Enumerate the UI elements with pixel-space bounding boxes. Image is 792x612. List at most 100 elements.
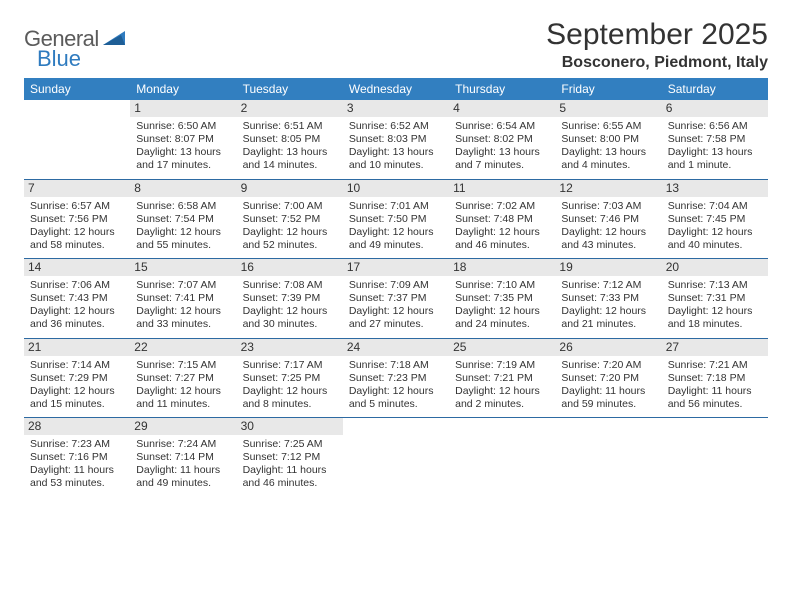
day-number: 4	[449, 100, 555, 117]
sunrise-text: Sunrise: 6:57 AM	[30, 200, 124, 213]
day-cell: 4Sunrise: 6:54 AMSunset: 8:02 PMDaylight…	[449, 100, 555, 179]
sunset-text: Sunset: 7:43 PM	[30, 292, 124, 305]
week-row: 14Sunrise: 7:06 AMSunset: 7:43 PMDayligh…	[24, 259, 768, 339]
day-cell: 28Sunrise: 7:23 AMSunset: 7:16 PMDayligh…	[24, 418, 130, 497]
sunset-text: Sunset: 7:45 PM	[668, 213, 762, 226]
sunrise-text: Sunrise: 6:54 AM	[455, 120, 549, 133]
brand-blue-text: Blue	[37, 46, 81, 71]
daylight-text: Daylight: 12 hours and 46 minutes.	[455, 226, 549, 252]
day-cell: 20Sunrise: 7:13 AMSunset: 7:31 PMDayligh…	[662, 259, 768, 338]
daylight-text: Daylight: 12 hours and 18 minutes.	[668, 305, 762, 331]
sunrise-text: Sunrise: 7:14 AM	[30, 359, 124, 372]
sunrise-text: Sunrise: 7:06 AM	[30, 279, 124, 292]
sunset-text: Sunset: 7:23 PM	[349, 372, 443, 385]
sunrise-text: Sunrise: 7:01 AM	[349, 200, 443, 213]
daylight-text: Daylight: 13 hours and 4 minutes.	[561, 146, 655, 172]
day-number: 12	[555, 180, 661, 197]
week-row: 21Sunrise: 7:14 AMSunset: 7:29 PMDayligh…	[24, 339, 768, 419]
weekday-wednesday: Wednesday	[343, 82, 449, 96]
sunrise-text: Sunrise: 6:56 AM	[668, 120, 762, 133]
day-cell: 27Sunrise: 7:21 AMSunset: 7:18 PMDayligh…	[662, 339, 768, 418]
brand-triangle-icon	[103, 29, 125, 50]
day-cell: 11Sunrise: 7:02 AMSunset: 7:48 PMDayligh…	[449, 180, 555, 259]
location-label: Bosconero, Piedmont, Italy	[546, 54, 768, 72]
day-number: 1	[130, 100, 236, 117]
daylight-text: Daylight: 12 hours and 55 minutes.	[136, 226, 230, 252]
day-number: 2	[237, 100, 343, 117]
day-number: 29	[130, 418, 236, 435]
sunrise-text: Sunrise: 7:21 AM	[668, 359, 762, 372]
day-number: 19	[555, 259, 661, 276]
day-cell: 29Sunrise: 7:24 AMSunset: 7:14 PMDayligh…	[130, 418, 236, 497]
sunrise-text: Sunrise: 7:19 AM	[455, 359, 549, 372]
day-cell: 17Sunrise: 7:09 AMSunset: 7:37 PMDayligh…	[343, 259, 449, 338]
daylight-text: Daylight: 12 hours and 30 minutes.	[243, 305, 337, 331]
daylight-text: Daylight: 13 hours and 1 minute.	[668, 146, 762, 172]
daylight-text: Daylight: 11 hours and 56 minutes.	[668, 385, 762, 411]
day-cell: 16Sunrise: 7:08 AMSunset: 7:39 PMDayligh…	[237, 259, 343, 338]
day-cell: 22Sunrise: 7:15 AMSunset: 7:27 PMDayligh…	[130, 339, 236, 418]
sunset-text: Sunset: 7:29 PM	[30, 372, 124, 385]
week-row: 7Sunrise: 6:57 AMSunset: 7:56 PMDaylight…	[24, 180, 768, 260]
day-cell	[24, 100, 130, 179]
daylight-text: Daylight: 12 hours and 52 minutes.	[243, 226, 337, 252]
sunrise-text: Sunrise: 6:51 AM	[243, 120, 337, 133]
sunrise-text: Sunrise: 7:12 AM	[561, 279, 655, 292]
sunset-text: Sunset: 7:52 PM	[243, 213, 337, 226]
day-number: 3	[343, 100, 449, 117]
day-cell: 9Sunrise: 7:00 AMSunset: 7:52 PMDaylight…	[237, 180, 343, 259]
daylight-text: Daylight: 12 hours and 27 minutes.	[349, 305, 443, 331]
brand-blue-under: Blue	[37, 46, 81, 72]
sunrise-text: Sunrise: 7:07 AM	[136, 279, 230, 292]
daylight-text: Daylight: 12 hours and 24 minutes.	[455, 305, 549, 331]
sunset-text: Sunset: 8:02 PM	[455, 133, 549, 146]
sunrise-text: Sunrise: 7:17 AM	[243, 359, 337, 372]
day-cell: 19Sunrise: 7:12 AMSunset: 7:33 PMDayligh…	[555, 259, 661, 338]
day-number: 23	[237, 339, 343, 356]
weekday-monday: Monday	[130, 82, 236, 96]
day-cell: 12Sunrise: 7:03 AMSunset: 7:46 PMDayligh…	[555, 180, 661, 259]
sunrise-text: Sunrise: 6:52 AM	[349, 120, 443, 133]
day-cell: 10Sunrise: 7:01 AMSunset: 7:50 PMDayligh…	[343, 180, 449, 259]
sunset-text: Sunset: 7:46 PM	[561, 213, 655, 226]
day-cell: 24Sunrise: 7:18 AMSunset: 7:23 PMDayligh…	[343, 339, 449, 418]
sunset-text: Sunset: 7:35 PM	[455, 292, 549, 305]
daylight-text: Daylight: 12 hours and 8 minutes.	[243, 385, 337, 411]
sunset-text: Sunset: 7:37 PM	[349, 292, 443, 305]
day-cell: 5Sunrise: 6:55 AMSunset: 8:00 PMDaylight…	[555, 100, 661, 179]
day-cell: 26Sunrise: 7:20 AMSunset: 7:20 PMDayligh…	[555, 339, 661, 418]
daylight-text: Daylight: 13 hours and 10 minutes.	[349, 146, 443, 172]
weekday-thursday: Thursday	[449, 82, 555, 96]
daylight-text: Daylight: 12 hours and 49 minutes.	[349, 226, 443, 252]
sunset-text: Sunset: 7:20 PM	[561, 372, 655, 385]
daylight-text: Daylight: 12 hours and 36 minutes.	[30, 305, 124, 331]
sunrise-text: Sunrise: 7:10 AM	[455, 279, 549, 292]
sunrise-text: Sunrise: 7:02 AM	[455, 200, 549, 213]
daylight-text: Daylight: 12 hours and 43 minutes.	[561, 226, 655, 252]
day-cell: 23 Sunrise: 7:17 AMSunset: 7:25 PMDayligh…	[237, 339, 343, 418]
sunrise-text: Sunrise: 7:13 AM	[668, 279, 762, 292]
day-number: 5	[555, 100, 661, 117]
sunset-text: Sunset: 7:50 PM	[349, 213, 443, 226]
day-number: 18	[449, 259, 555, 276]
day-cell: 6Sunrise: 6:56 AMSunset: 7:58 PMDaylight…	[662, 100, 768, 179]
day-number: 17	[343, 259, 449, 276]
day-number: 22	[130, 339, 236, 356]
day-number: 27	[662, 339, 768, 356]
sunrise-text: Sunrise: 7:20 AM	[561, 359, 655, 372]
sunset-text: Sunset: 7:25 PM	[243, 372, 337, 385]
sunset-text: Sunset: 8:07 PM	[136, 133, 230, 146]
day-cell	[555, 418, 661, 497]
daylight-text: Daylight: 12 hours and 58 minutes.	[30, 226, 124, 252]
day-cell: 25Sunrise: 7:19 AMSunset: 7:21 PMDayligh…	[449, 339, 555, 418]
daylight-text: Daylight: 11 hours and 46 minutes.	[243, 464, 337, 490]
daylight-text: Daylight: 12 hours and 33 minutes.	[136, 305, 230, 331]
daylight-text: Daylight: 11 hours and 59 minutes.	[561, 385, 655, 411]
sunset-text: Sunset: 7:39 PM	[243, 292, 337, 305]
day-number: 15	[130, 259, 236, 276]
calendar-page: General September 2025 Bosconero, Piedmo…	[0, 0, 792, 612]
sunrise-text: Sunrise: 7:25 AM	[243, 438, 337, 451]
day-cell: 21Sunrise: 7:14 AMSunset: 7:29 PMDayligh…	[24, 339, 130, 418]
daylight-text: Daylight: 12 hours and 15 minutes.	[30, 385, 124, 411]
sunrise-text: Sunrise: 7:18 AM	[349, 359, 443, 372]
